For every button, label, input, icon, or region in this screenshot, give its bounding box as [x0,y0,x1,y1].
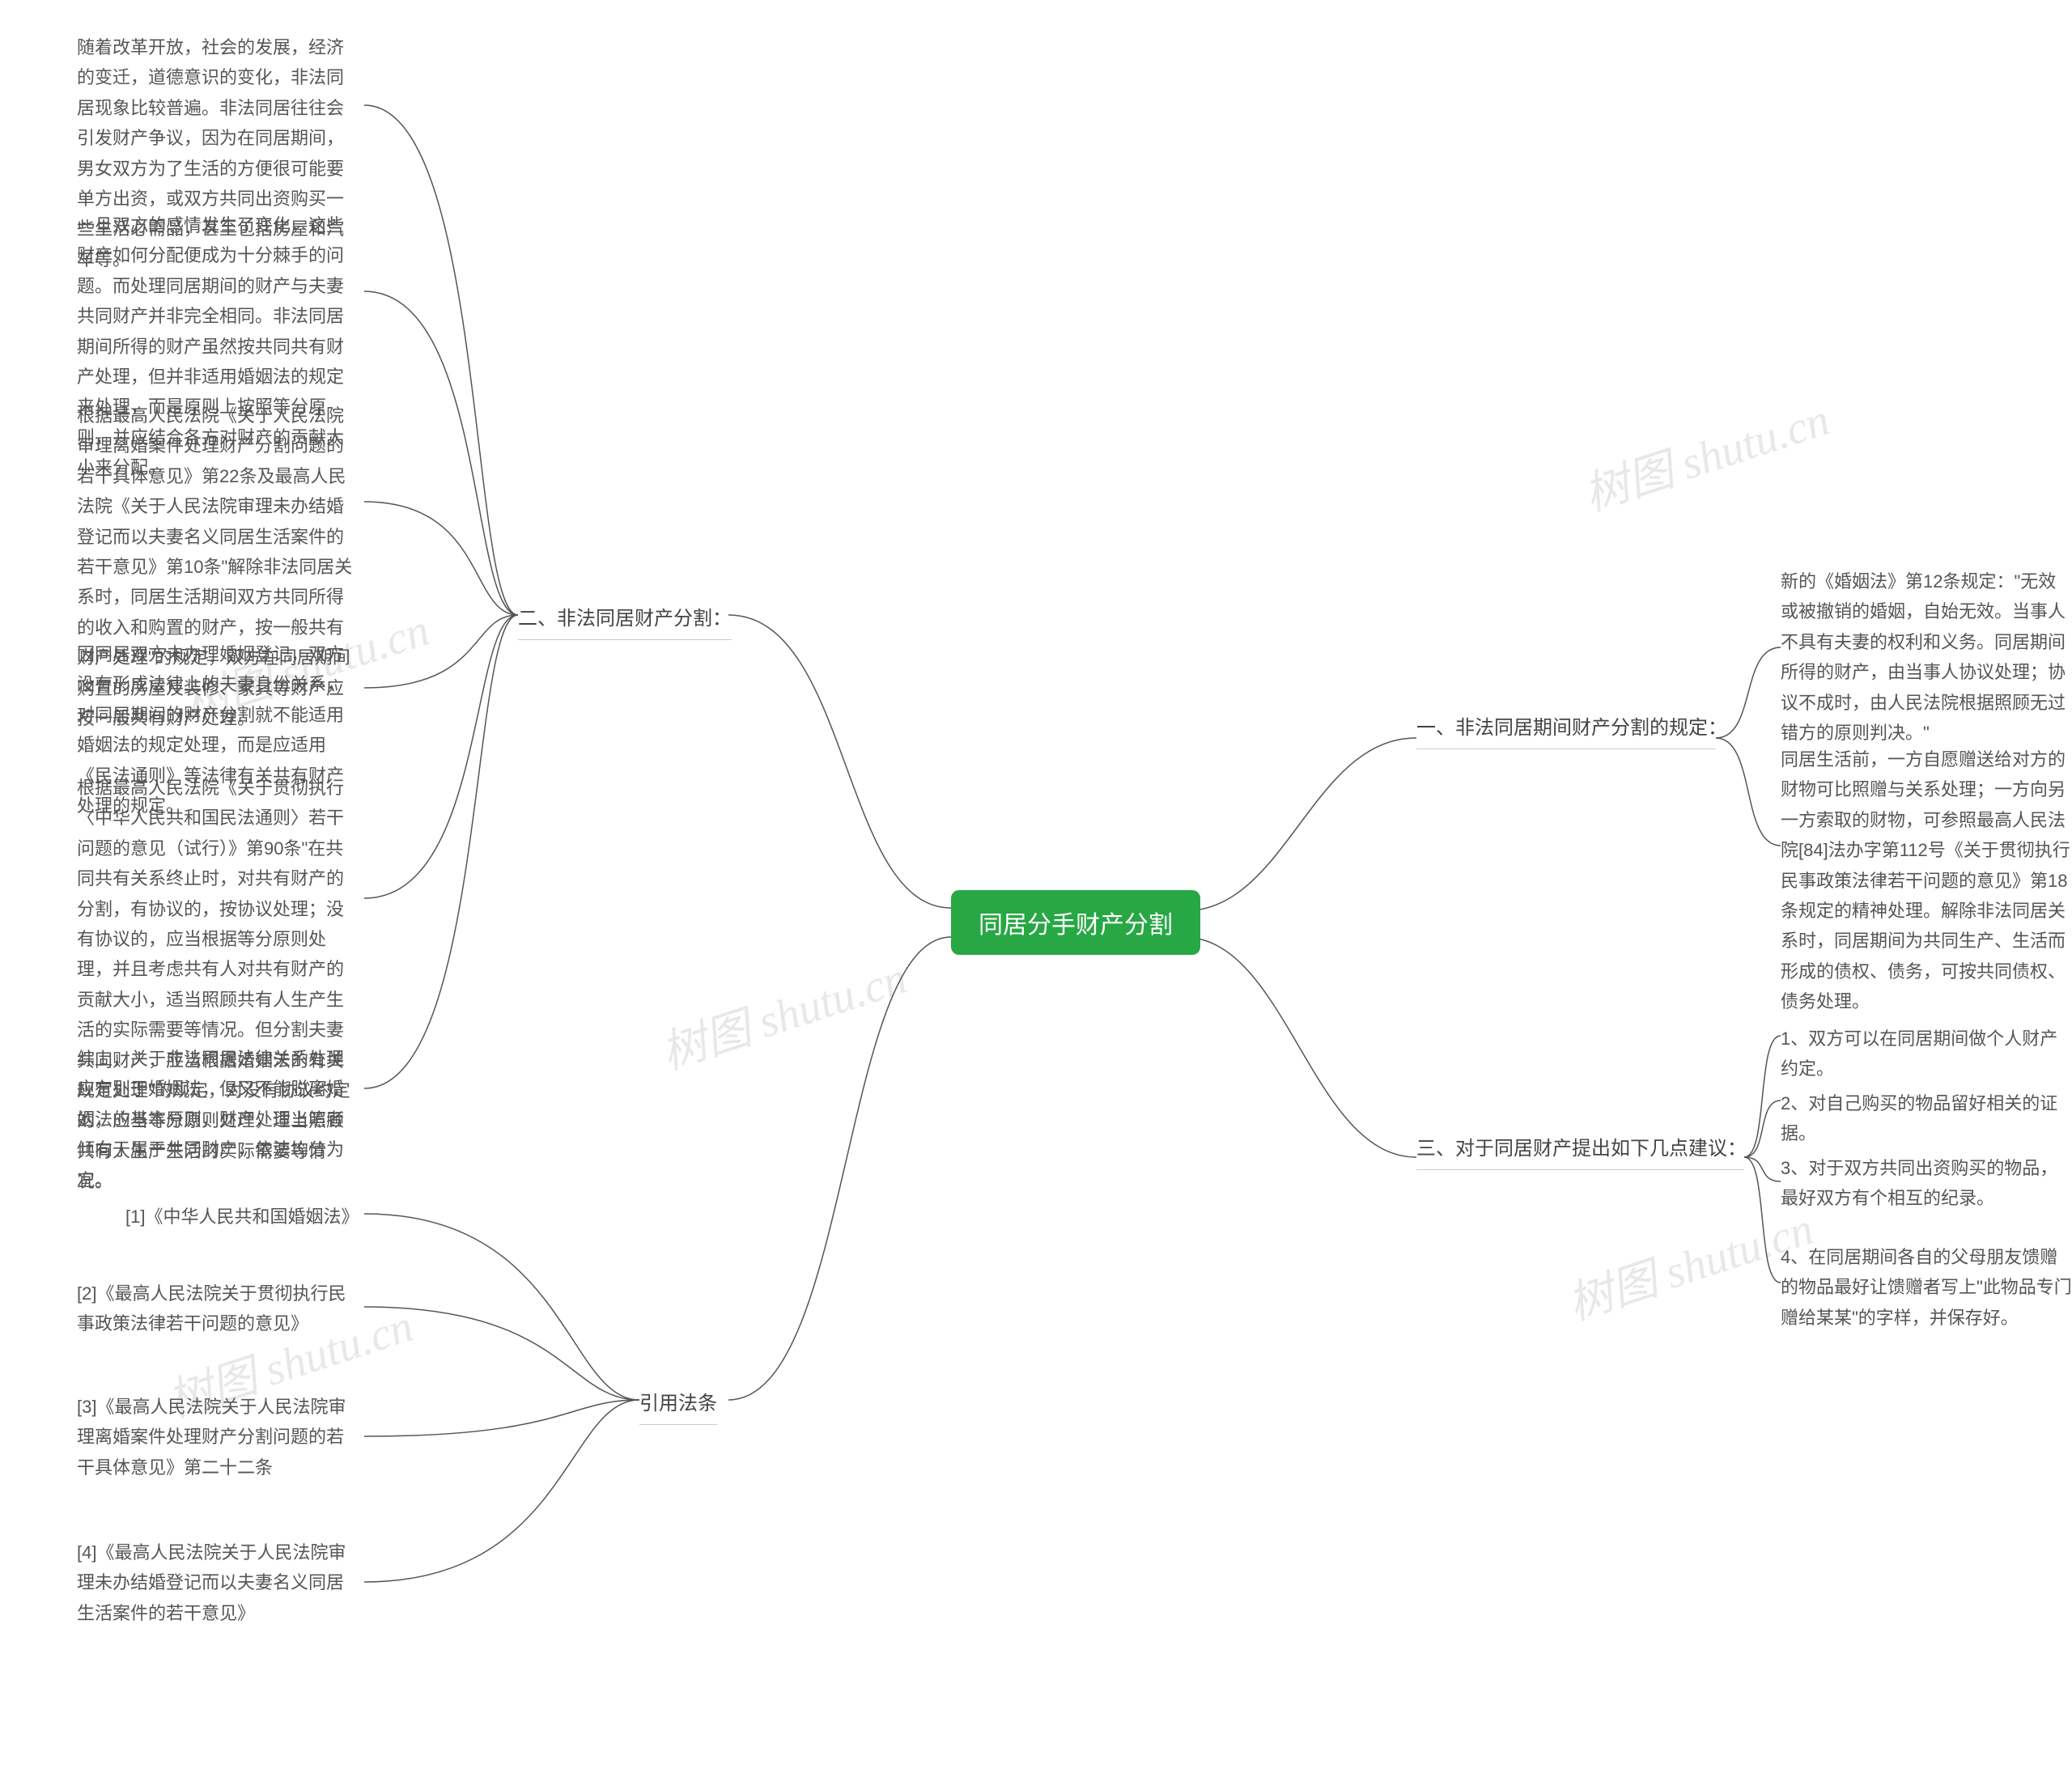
branch-3-leaf-3: 4、在同居期间各自的父母朋友馈赠的物品最好让馈赠者写上"此物品专门赠给某某"的字… [1781,1242,2072,1333]
branch-3-label: 三、对于同居财产提出如下几点建议： [1416,1138,1747,1160]
branch-3-leaf-1: 2、对自己购买的物品留好相关的证据。 [1781,1088,2072,1149]
branch-1-leaf-0: 新的《婚姻法》第12条规定："无效或被撤销的婚姻，自始无效。当事人不具有夫妻的权… [1781,566,2072,748]
branch-1-label: 一、非法同居期间财产分割的规定： [1416,717,1727,739]
branch-1: 一、非法同居期间财产分割的规定： [1416,712,1716,749]
branch-3-leaf-0: 1、双方可以在同居期间做个人财产约定。 [1781,1024,2072,1084]
branch-2: 二、非法同居财产分割： [518,603,732,640]
branch-4: 引用法条 [639,1388,717,1425]
watermark: 树图 shutu.cn [652,941,914,1082]
branch-3: 三、对于同居财产提出如下几点建议： [1416,1133,1744,1170]
root-node: 同居分手财产分割 [951,890,1200,955]
branch-2-leaf-5: 综上，关于非法同居法律关系处理应有别于婚姻法，但又不能脱离婚姻法的基本原则，财产… [77,1044,360,1195]
watermark: 树图 shutu.cn [1574,383,1836,524]
branch-4-label: 引用法条 [639,1393,717,1414]
branch-3-leaf-2: 3、对于双方共同出资购买的物品，最好双方有个相互的纪录。 [1781,1153,2072,1214]
root-label: 同居分手财产分割 [979,912,1173,939]
branch-1-leaf-1: 同居生活前，一方自愿赠送给对方的财物可比照赠与关系处理；一方向另一方索取的财物，… [1781,744,2072,1017]
branch-4-leaf-2: [3]《最高人民法院关于人民法院审理离婚案件处理财产分割问题的若干具体意见》第二… [77,1392,360,1482]
branch-2-label: 二、非法同居财产分割： [518,608,732,630]
branch-4-leaf-0: [1]《中华人民共和国婚姻法》 [125,1202,359,1232]
branch-4-leaf-1: [2]《最高人民法院关于贯彻执行民事政策法律若干问题的意见》 [77,1279,360,1339]
branch-4-leaf-3: [4]《最高人民法院关于人民法院审理未办结婚登记而以夫妻名义同居生活案件的若干意… [77,1537,360,1628]
